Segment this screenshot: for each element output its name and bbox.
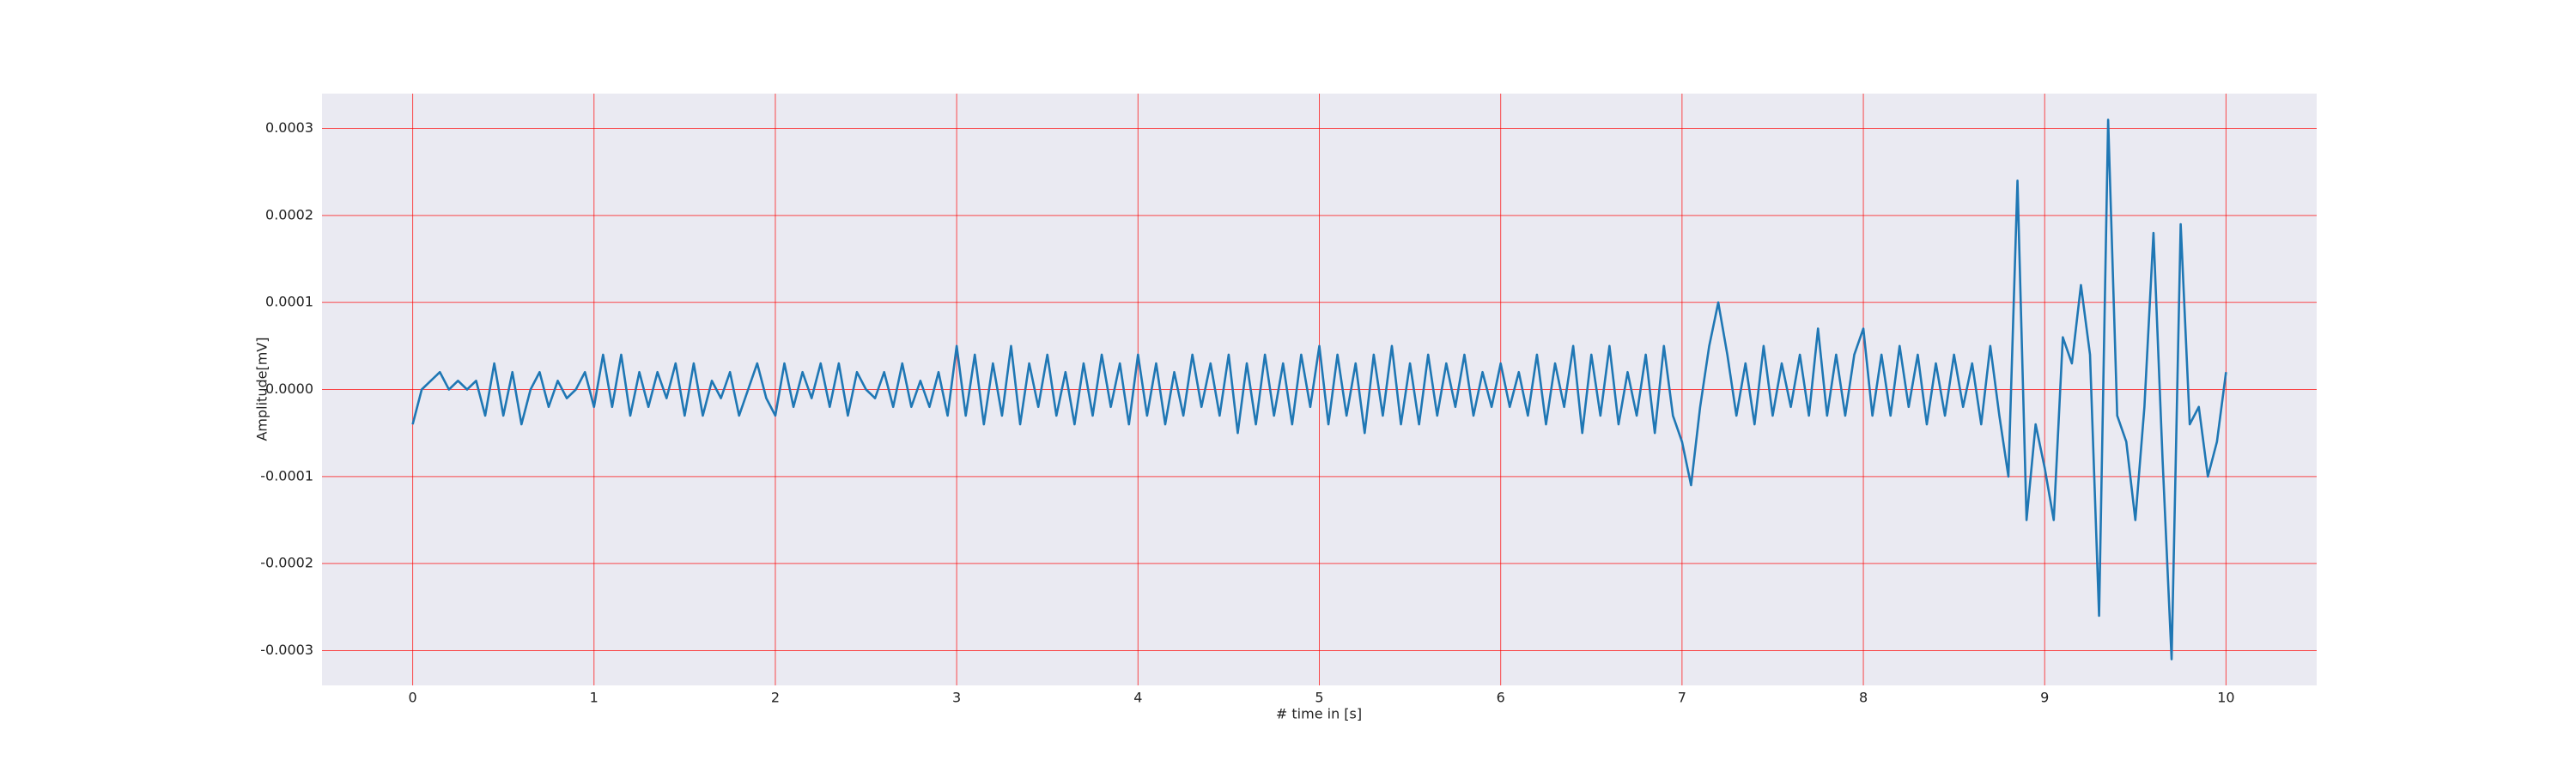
x-tick-label: 5 xyxy=(1315,690,1323,706)
y-tick-label: 0.0002 xyxy=(265,206,313,222)
x-tick-label: 6 xyxy=(1497,690,1505,706)
x-tick-label: 0 xyxy=(408,690,416,706)
y-tick-label: -0.0003 xyxy=(260,642,313,658)
y-tick-label: 0.0003 xyxy=(265,119,313,136)
x-tick-label: 9 xyxy=(2040,690,2049,706)
x-tick-label: 1 xyxy=(590,690,598,706)
x-axis-label: # time in [s] xyxy=(1276,706,1362,722)
x-tick-label: 3 xyxy=(952,690,961,706)
y-tick-label: -0.0001 xyxy=(260,467,313,484)
x-tick-label: 2 xyxy=(771,690,780,706)
y-tick-label: 0.0001 xyxy=(265,294,313,310)
y-tick-label: 0.0000 xyxy=(265,380,313,397)
x-tick-label: 10 xyxy=(2217,690,2234,706)
y-tick-label: -0.0002 xyxy=(260,555,313,571)
x-tick-label: 8 xyxy=(1859,690,1868,706)
x-tick-label: 7 xyxy=(1678,690,1686,706)
line xyxy=(411,119,2227,660)
y-axis-label: Amplitude[mV] xyxy=(254,337,270,441)
x-tick-label: 4 xyxy=(1133,690,1142,706)
